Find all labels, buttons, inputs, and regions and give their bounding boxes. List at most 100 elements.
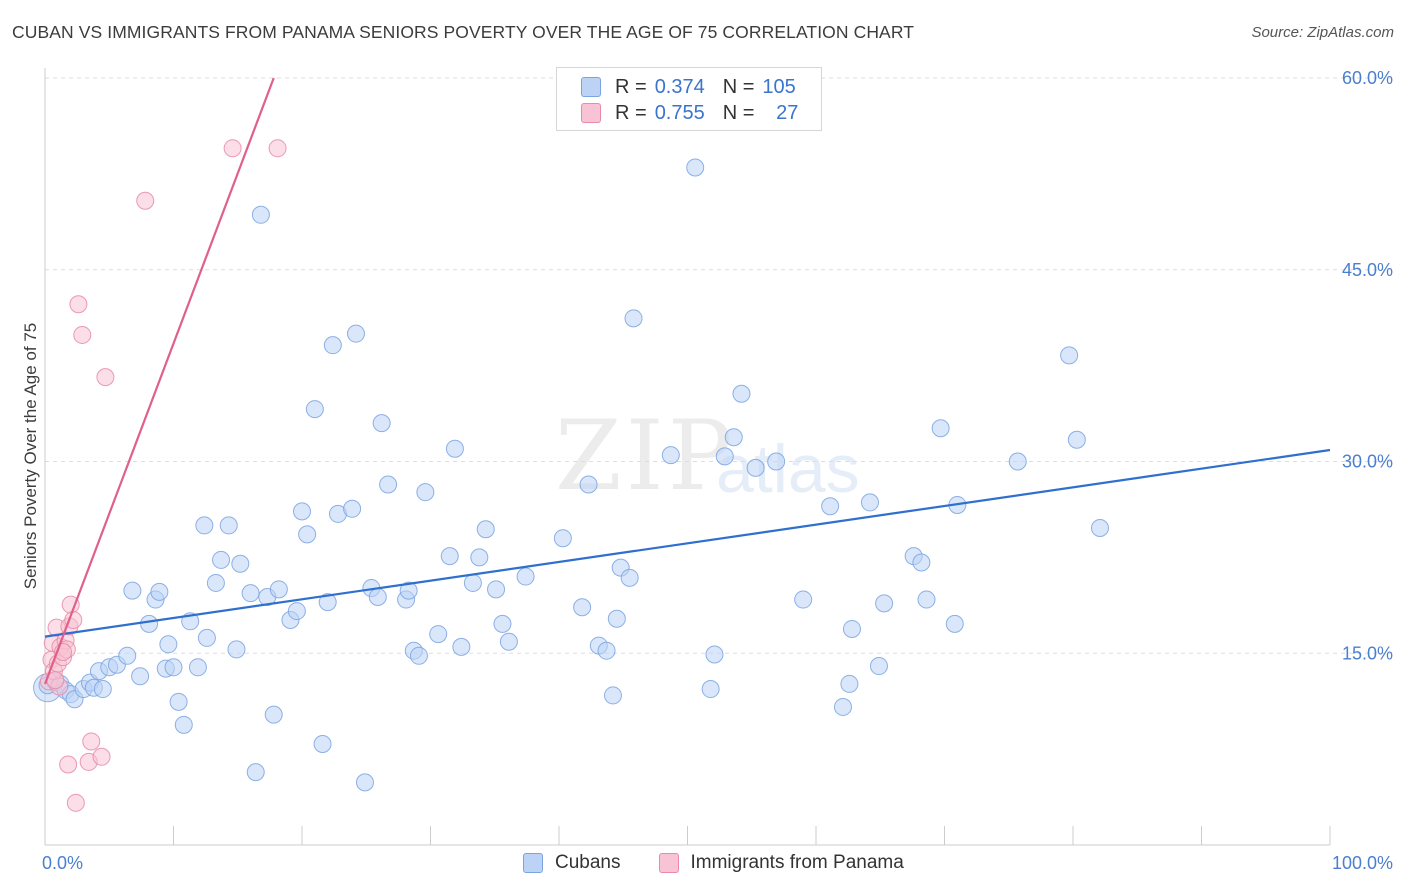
- cubans-point: [131, 667, 150, 686]
- watermark-zip: ZIP: [555, 400, 737, 512]
- cubans-point: [842, 619, 861, 638]
- cubans-point: [476, 520, 495, 539]
- panama-point: [59, 755, 78, 774]
- cubans-legend-label: Cubans: [555, 852, 621, 873]
- cubans-point: [912, 553, 931, 572]
- cubans-point: [346, 324, 365, 343]
- legend-n-label: N =: [722, 101, 755, 124]
- cubans-point: [313, 735, 332, 754]
- cubans-point: [150, 582, 169, 601]
- cubans-point: [298, 525, 317, 544]
- cubans-point: [264, 705, 283, 724]
- cubans-point: [715, 447, 734, 466]
- cubans-point: [487, 580, 506, 599]
- cubans-point: [553, 529, 572, 548]
- panama-point: [66, 793, 85, 812]
- cubans-point: [701, 680, 720, 699]
- cubans-point: [287, 602, 306, 621]
- cubans-swatch: [581, 77, 601, 97]
- cubans-point: [945, 614, 964, 633]
- cubans-point: [174, 715, 193, 734]
- cubans-point: [269, 580, 288, 599]
- cubans-point: [1008, 452, 1027, 471]
- cubans-trend-line: [44, 448, 1331, 638]
- legend-n-value-panama: 27: [776, 101, 799, 124]
- panama-point: [69, 295, 88, 314]
- cubans-point: [516, 567, 535, 586]
- cubans-point: [573, 598, 592, 617]
- cubans-point: [1067, 430, 1086, 449]
- y-tick-label: 15.0%: [1342, 643, 1393, 663]
- cubans-point: [794, 590, 813, 609]
- cubans-point: [379, 475, 398, 494]
- cubans-point: [409, 646, 428, 665]
- cubans-point: [1090, 518, 1109, 537]
- legend-n-label: N =: [722, 75, 755, 98]
- cubans-point: [931, 419, 950, 438]
- cubans-point: [219, 516, 238, 535]
- cubans-point: [767, 452, 786, 471]
- cubans-point: [445, 439, 464, 458]
- y-tick-label: 45.0%: [1342, 260, 1393, 280]
- cubans-point: [597, 641, 616, 660]
- cubans-point: [875, 594, 894, 613]
- cubans-point: [188, 658, 207, 677]
- cubans-point: [305, 400, 324, 419]
- cubans-point: [470, 548, 489, 567]
- cubans-point: [624, 309, 643, 328]
- legend-row-cubans: R = 0.374 N = 105: [581, 75, 796, 99]
- cubans-point: [118, 646, 137, 665]
- cubans-point: [493, 614, 512, 633]
- panama-point: [92, 747, 111, 766]
- cubans-point: [1060, 346, 1079, 365]
- cubans-point: [318, 593, 337, 612]
- cubans-point: [746, 458, 765, 477]
- cubans-point: [917, 590, 936, 609]
- cubans-point: [212, 550, 231, 569]
- cubans-point: [661, 446, 680, 465]
- panama-point: [96, 368, 115, 387]
- cubans-point: [140, 614, 159, 633]
- cubans-point: [343, 499, 362, 518]
- cubans-point: [293, 502, 311, 521]
- stats-legend: R = 0.374 N = 105 R = 0.755 N = 27: [556, 67, 822, 131]
- y-axis-title: Seniors Poverty Over the Age of 75: [21, 323, 40, 589]
- cubans-point: [372, 414, 391, 433]
- cubans-point: [499, 632, 518, 651]
- y-tick-label: 60.0%: [1342, 68, 1393, 88]
- series-legend: Cubans Immigrants from Panama: [523, 852, 904, 874]
- cubans-point: [705, 645, 724, 664]
- cubans-point: [732, 384, 751, 403]
- cubans-point: [429, 625, 448, 644]
- cubans-point: [686, 158, 705, 177]
- cubans-point: [416, 483, 435, 502]
- cubans-point: [164, 658, 183, 677]
- panama-point: [82, 732, 101, 751]
- x-tick-label-min: 0.0%: [42, 853, 83, 873]
- cubans-point: [195, 516, 214, 535]
- cubans-point: [821, 497, 840, 516]
- legend-r-label: R =: [615, 75, 647, 98]
- legend-n-value-cubans: 105: [762, 75, 796, 98]
- cubans-point: [607, 609, 626, 628]
- cubans-point: [603, 686, 622, 705]
- cubans-legend-swatch: [523, 853, 543, 873]
- cubans-point: [620, 568, 639, 587]
- cubans-point: [227, 640, 246, 659]
- cubans-point: [251, 205, 270, 224]
- cubans-point: [93, 680, 112, 699]
- cubans-point: [323, 336, 342, 355]
- panama-trend-line: [43, 77, 275, 685]
- panama-point: [223, 139, 242, 158]
- panama-point: [268, 139, 287, 158]
- cubans-point: [579, 475, 598, 494]
- panama-point: [73, 325, 92, 344]
- legend-r-value-panama: 0.755: [654, 101, 705, 124]
- cubans-point: [860, 493, 879, 512]
- chart-title: CUBAN VS IMMIGRANTS FROM PANAMA SENIORS …: [12, 22, 915, 42]
- cubans-point: [463, 573, 482, 592]
- cubans-point: [833, 697, 852, 716]
- cubans-point: [123, 581, 142, 600]
- cubans-point: [368, 588, 387, 607]
